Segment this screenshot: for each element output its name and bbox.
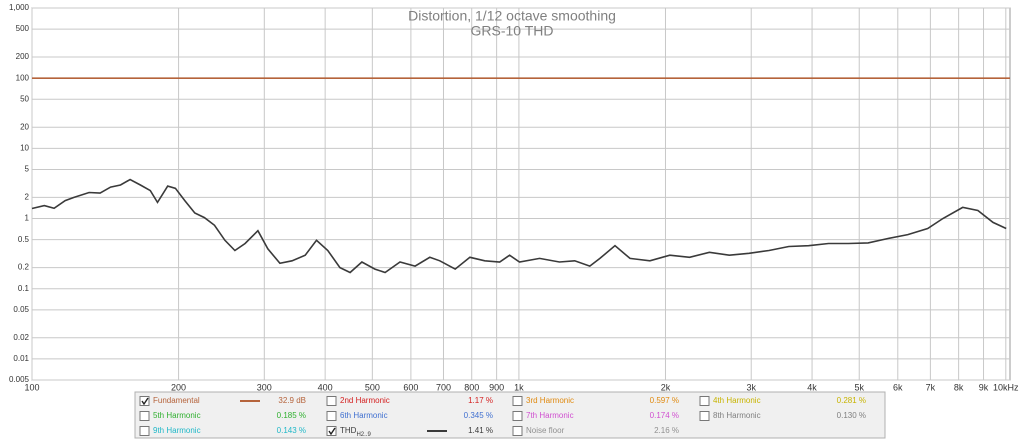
x-tick-label: 6k <box>893 382 903 392</box>
lines <box>31 77 1010 274</box>
legend-reading: 0.597 % <box>650 396 679 405</box>
legend-label: Fundamental <box>153 396 200 405</box>
legend-label: 4th Harmonic <box>713 396 761 405</box>
legend-checkbox[interactable] <box>699 411 710 421</box>
x-tick-label: 100 <box>24 382 39 392</box>
legend-label: 3rd Harmonic <box>526 396 574 405</box>
x-tick-label: 300 <box>257 382 272 392</box>
legend: Fundamental 32.9 dB 2nd Harmonic 1.17 % 3rd … <box>139 396 866 438</box>
legend-checkmark <box>141 397 149 406</box>
x-tick-label: 7k <box>926 382 936 392</box>
legend-reading: 1.17 % <box>468 396 493 405</box>
legend-label-sub: H2..9 <box>356 432 371 438</box>
y-tick-label: 500 <box>16 24 30 33</box>
legend-checkbox[interactable] <box>512 396 523 406</box>
x-tick-label: 900 <box>489 382 504 392</box>
x-tick-label: 4k <box>807 382 817 392</box>
x-tick-label: 5k <box>854 382 864 392</box>
x-tick-label: 400 <box>318 382 333 392</box>
legend-checkbox[interactable] <box>512 411 523 421</box>
legend-checkbox[interactable] <box>139 426 150 436</box>
legend-checkmark <box>328 427 336 436</box>
legend-label: 8th Harmonic <box>713 411 761 420</box>
plot-area <box>31 7 1011 381</box>
y-tick-label: 20 <box>20 122 29 131</box>
y-tick-label: 0.5 <box>18 235 30 244</box>
legend-reading: 0.143 % <box>277 426 306 435</box>
legend-checkbox[interactable] <box>699 396 710 406</box>
legend-reading: 0.345 % <box>464 411 493 420</box>
x-tick-label: 8k <box>954 382 964 392</box>
y-tick-label: 0.01 <box>13 354 29 363</box>
legend-reading: 1.41 % <box>468 426 493 435</box>
x-tick-label: 500 <box>365 382 380 392</box>
y-tick-label: 1 <box>25 214 30 223</box>
y-tick-label: 2 <box>25 193 30 202</box>
legend-label: 6th Harmonic <box>340 411 388 420</box>
legend-reading: 32.9 dB <box>278 396 306 405</box>
y-tick-label: 0.1 <box>18 284 30 293</box>
legend-reading: 2.16 % <box>654 426 679 435</box>
legend-checkbox[interactable] <box>139 411 150 421</box>
legend-label: 9th Harmonic <box>153 426 201 435</box>
x-tick-label: 9k <box>979 382 989 392</box>
y-tick-label: 5 <box>25 165 30 174</box>
legend-label: Noise floor <box>526 426 565 435</box>
legend-panel <box>134 391 886 439</box>
y-tick-label: 0.02 <box>13 333 29 342</box>
y-tick-label: 10 <box>20 143 29 152</box>
legend-reading: 0.174 % <box>650 411 679 420</box>
series-line <box>31 178 1007 274</box>
legend-checkbox[interactable] <box>326 396 337 406</box>
y-tick-label: 0.005 <box>9 375 30 384</box>
legend-label: 5th Harmonic <box>153 411 201 420</box>
x-tick-label: 200 <box>171 382 186 392</box>
x-tick-label: 600 <box>403 382 418 392</box>
legend-label: 2nd Harmonic <box>340 396 390 405</box>
legend-reading: 0.281 % <box>837 396 866 405</box>
y-tick-label: 0.05 <box>13 305 29 314</box>
chart-subtitle: GRS-10 THD <box>471 23 554 39</box>
grid: 1,000 500 200 100 50 20 10 5 2 1 0.5 0.2 0.1 0.05 0.02… <box>9 3 1019 392</box>
legend-label: THDH2..9 <box>340 426 371 437</box>
legend-reading: 0.130 % <box>837 411 866 420</box>
x-tick-label: 10kHz <box>993 382 1019 392</box>
legend-label: 7th Harmonic <box>526 411 574 420</box>
x-tick-label: 1k <box>514 382 524 392</box>
x-tick-label: 2k <box>661 382 671 392</box>
chart-title: Distortion, 1/12 octave smoothing <box>408 8 616 24</box>
legend-checkbox[interactable] <box>512 426 523 436</box>
y-tick-label: 0.2 <box>18 263 30 272</box>
x-tick-label: 800 <box>464 382 479 392</box>
legend-checkbox[interactable] <box>326 426 337 436</box>
legend-checkbox[interactable] <box>139 396 150 406</box>
y-tick-label: 200 <box>16 52 30 61</box>
x-tick-label: 700 <box>436 382 451 392</box>
y-tick-label: 100 <box>16 73 30 82</box>
y-tick-label: 1,000 <box>9 3 30 12</box>
legend-reading: 0.185 % <box>277 411 306 420</box>
legend-checkbox[interactable] <box>326 411 337 421</box>
y-tick-label: 50 <box>20 94 29 103</box>
legend-label-main: THD <box>340 426 357 435</box>
x-tick-label: 3k <box>746 382 756 392</box>
